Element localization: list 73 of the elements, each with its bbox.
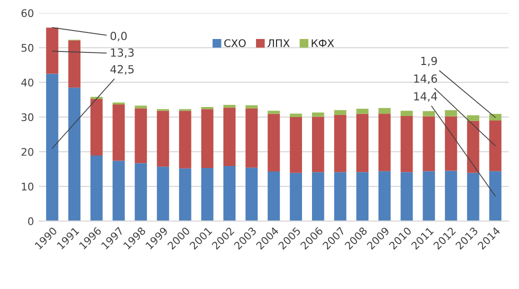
bar <box>400 116 413 172</box>
bar <box>444 170 458 222</box>
legend-label: КФХ <box>312 39 334 47</box>
bar <box>46 28 58 74</box>
bar <box>422 111 435 116</box>
bar <box>179 110 192 168</box>
bar <box>378 114 391 172</box>
bar <box>467 115 480 121</box>
bar <box>356 172 368 222</box>
bar <box>134 106 147 108</box>
annotation: 14,6 <box>414 74 438 84</box>
bar <box>312 172 324 222</box>
annotation: 1,9 <box>421 56 437 66</box>
annotation: 0,0 <box>110 32 127 42</box>
bar <box>444 116 458 171</box>
bar <box>201 109 214 168</box>
legend-label: СХО <box>224 39 246 48</box>
bar <box>290 117 302 173</box>
bar <box>422 171 435 222</box>
bar <box>290 114 302 118</box>
bar <box>68 88 80 222</box>
y-tick-label: 10 <box>22 182 34 191</box>
bar <box>46 74 58 222</box>
bar <box>422 116 435 172</box>
bar <box>467 172 480 222</box>
bar <box>156 166 170 222</box>
bar <box>134 163 147 222</box>
bar <box>112 160 125 222</box>
bar <box>68 40 80 88</box>
y-tick-label: 60 <box>22 9 34 18</box>
bar <box>156 110 170 167</box>
bar <box>246 168 258 222</box>
y-tick-label: 20 <box>22 148 34 156</box>
y-tick-label: 50 <box>22 44 34 52</box>
bar <box>334 114 346 172</box>
y-tick-label: 30 <box>22 113 34 122</box>
bar <box>201 106 214 110</box>
bar <box>489 120 502 172</box>
bar <box>400 110 413 116</box>
bar <box>400 172 413 222</box>
bar <box>90 99 103 156</box>
annotation: 13,3 <box>111 48 134 58</box>
bar <box>246 108 258 168</box>
bar <box>489 114 502 121</box>
bar <box>334 110 346 115</box>
bar <box>378 171 391 222</box>
bar <box>223 166 236 222</box>
bar <box>201 168 214 222</box>
bar <box>334 172 346 222</box>
legend-label: ЛПХ <box>268 39 290 47</box>
y-tick-label: 0 <box>28 217 34 226</box>
bar <box>268 110 280 114</box>
bar <box>223 108 236 166</box>
bar <box>268 114 280 172</box>
bar <box>290 172 302 222</box>
y-tick-label: 40 <box>21 78 34 86</box>
bar <box>444 110 458 116</box>
annotation: 42,5 <box>110 65 134 75</box>
bar <box>268 171 280 222</box>
annotation: 14,4 <box>414 92 438 102</box>
bar <box>112 102 125 105</box>
bar <box>378 108 391 114</box>
bar <box>312 116 324 172</box>
bar <box>356 108 368 114</box>
bar <box>90 156 103 222</box>
bar <box>489 171 502 222</box>
bar <box>356 114 368 172</box>
bar <box>467 120 480 173</box>
bar <box>112 104 125 161</box>
bar <box>312 112 324 117</box>
bar <box>246 105 258 108</box>
bar <box>179 168 192 222</box>
bar <box>134 108 147 164</box>
